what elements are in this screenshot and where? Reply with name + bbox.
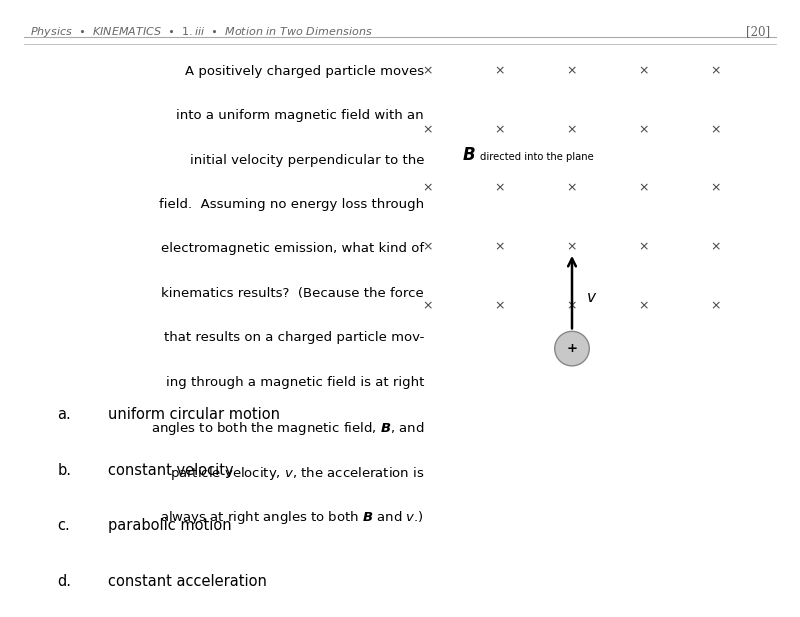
- Text: ×: ×: [638, 240, 650, 254]
- Text: ×: ×: [638, 64, 650, 78]
- Text: parabolic motion: parabolic motion: [108, 518, 232, 533]
- Text: ×: ×: [494, 123, 506, 136]
- Text: uniform circular motion: uniform circular motion: [108, 407, 280, 422]
- Text: angles to both the magnetic field, $\boldsymbol{B}$, and: angles to both the magnetic field, $\bol…: [150, 420, 424, 437]
- Text: constant velocity: constant velocity: [108, 463, 234, 478]
- Text: ×: ×: [494, 181, 506, 195]
- Text: ×: ×: [422, 64, 434, 78]
- Text: $v$: $v$: [586, 290, 598, 305]
- Text: ×: ×: [710, 181, 722, 195]
- Text: ×: ×: [566, 299, 578, 312]
- Text: field.  Assuming no energy loss through: field. Assuming no energy loss through: [159, 198, 424, 211]
- Text: $\boldsymbol{B}$: $\boldsymbol{B}$: [462, 146, 476, 165]
- Text: initial velocity perpendicular to the: initial velocity perpendicular to the: [190, 154, 424, 167]
- Text: directed into the plane: directed into the plane: [480, 152, 594, 162]
- Text: ×: ×: [566, 123, 578, 136]
- Text: c.: c.: [58, 518, 70, 533]
- Text: b.: b.: [58, 463, 72, 478]
- Text: ×: ×: [638, 299, 650, 312]
- Text: [20]: [20]: [746, 25, 770, 39]
- Text: ×: ×: [638, 123, 650, 136]
- Text: ×: ×: [494, 64, 506, 78]
- Text: ×: ×: [566, 181, 578, 195]
- Text: into a uniform magnetic field with an: into a uniform magnetic field with an: [176, 109, 424, 122]
- Ellipse shape: [554, 331, 590, 366]
- Text: that results on a charged particle mov-: that results on a charged particle mov-: [164, 331, 424, 344]
- Text: ×: ×: [566, 240, 578, 254]
- Text: ×: ×: [422, 123, 434, 136]
- Text: ×: ×: [638, 181, 650, 195]
- Text: ×: ×: [422, 181, 434, 195]
- Text: ×: ×: [710, 64, 722, 78]
- Text: d.: d.: [58, 574, 72, 589]
- Text: $\mathit{Physics}$  $\bullet$  $\mathit{KINEMATICS}$  $\bullet$  $\mathit{1.iii}: $\mathit{Physics}$ $\bullet$ $\mathit{KI…: [30, 25, 372, 39]
- Text: constant acceleration: constant acceleration: [108, 574, 267, 589]
- Text: ×: ×: [422, 240, 434, 254]
- Text: +: +: [566, 342, 578, 355]
- Text: A positively charged particle moves: A positively charged particle moves: [185, 65, 424, 78]
- Text: particle velocity, $v$, the acceleration is: particle velocity, $v$, the acceleration…: [170, 465, 424, 482]
- Text: ×: ×: [422, 299, 434, 312]
- Text: kinematics results?  (Because the force: kinematics results? (Because the force: [162, 287, 424, 300]
- Text: ×: ×: [710, 240, 722, 254]
- Text: ing through a magnetic field is at right: ing through a magnetic field is at right: [166, 376, 424, 389]
- Text: ×: ×: [494, 240, 506, 254]
- Text: a.: a.: [58, 407, 71, 422]
- Text: always at right angles to both $\boldsymbol{B}$ and $v$.): always at right angles to both $\boldsym…: [160, 509, 424, 526]
- Text: ×: ×: [710, 123, 722, 136]
- Text: ×: ×: [566, 64, 578, 78]
- Text: ×: ×: [710, 299, 722, 312]
- Text: electromagnetic emission, what kind of: electromagnetic emission, what kind of: [161, 242, 424, 255]
- Text: ×: ×: [494, 299, 506, 312]
